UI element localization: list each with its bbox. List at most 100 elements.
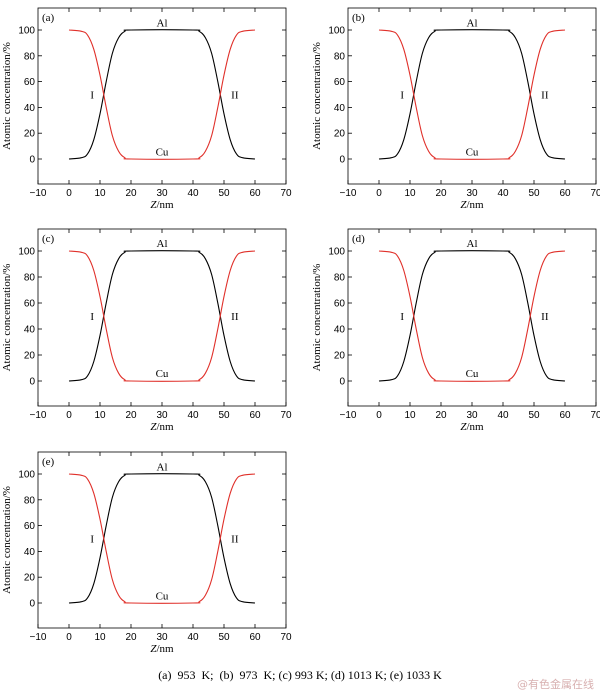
- watermark: @有色金属在线: [517, 678, 594, 691]
- x-tick-label: 40: [187, 188, 199, 199]
- x-tick-label: 70: [280, 410, 292, 421]
- y-tick-label: 0: [29, 155, 35, 166]
- x-axis-title: Z/nm: [460, 199, 484, 211]
- y-tick-label: 0: [29, 599, 35, 610]
- x-tick-label: 20: [125, 410, 137, 421]
- x-tick-label: 60: [249, 410, 261, 421]
- y-tick-label: 0: [339, 377, 345, 388]
- series-line-al: [68, 473, 256, 604]
- x-tick-label: −10: [30, 410, 47, 421]
- y-tick-label: 100: [18, 470, 35, 481]
- panel-label: (b): [352, 12, 365, 24]
- y-axis-title: Atomic concentration/%: [311, 264, 323, 372]
- chart-panel: −10 0 10 20 30 40 50 60 70 0 20 40 60 80 100 Z/nm Atomic…: [1, 7, 292, 211]
- y-tick-label: 100: [328, 26, 345, 37]
- x-tick-label: −10: [30, 632, 47, 643]
- panel-label: (e): [42, 456, 55, 468]
- y-tick-label: 40: [24, 547, 36, 558]
- x-tick-label: 30: [156, 632, 168, 643]
- x-tick-label: 20: [125, 632, 137, 643]
- y-axis-title: Atomic concentration/%: [1, 42, 13, 150]
- y-tick-label: 60: [334, 77, 346, 88]
- series-line-cu: [68, 29, 256, 160]
- y-tick-label: 80: [24, 51, 36, 62]
- x-axis-title: Z/nm: [150, 199, 174, 211]
- y-tick-label: 60: [334, 299, 346, 310]
- series-line-al: [378, 29, 566, 160]
- x-tick-label: 10: [94, 188, 106, 199]
- x-axis-title-symbol: Z: [150, 199, 157, 211]
- x-axis-title-symbol: Z: [150, 643, 157, 655]
- annotation: I: [90, 90, 94, 102]
- annotation: II: [231, 311, 239, 323]
- figure-caption: (a) 953 K; (b) 973 K; (c) 993 K; (d) 101…: [158, 668, 442, 682]
- chart-panel: −10 0 10 20 30 40 50 60 70 0 20 40 60 80 100 Z/nm Atomic…: [311, 228, 600, 433]
- x-tick-label: −10: [30, 188, 47, 199]
- y-tick-label: 40: [334, 103, 346, 114]
- annotation: Cu: [466, 368, 479, 380]
- x-tick-label: 50: [218, 410, 230, 421]
- x-axis-title: Z/nm: [460, 421, 484, 433]
- y-tick-label: 60: [24, 299, 36, 310]
- x-tick-label: 70: [280, 632, 292, 643]
- y-tick-label: 20: [334, 129, 346, 140]
- x-tick-label: 0: [376, 188, 382, 199]
- x-tick-label: 70: [590, 410, 600, 421]
- x-tick-label: −10: [340, 410, 357, 421]
- x-axis-title: Z/nm: [150, 421, 174, 433]
- annotation: II: [231, 90, 239, 102]
- y-axis-title: Atomic concentration/%: [1, 264, 13, 372]
- panel-label: (c): [42, 233, 55, 245]
- x-axis-title-symbol: Z: [460, 199, 467, 211]
- chart-panel: −10 0 10 20 30 40 50 60 70 0 20 40 60 80 100 Z/nm Atomic…: [1, 228, 292, 433]
- annotation: II: [541, 90, 549, 102]
- annotation: Cu: [466, 146, 479, 158]
- series-line-cu: [68, 473, 256, 604]
- annotation: II: [231, 534, 239, 546]
- x-tick-label: 20: [435, 188, 447, 199]
- x-tick-label: 60: [249, 632, 261, 643]
- x-tick-label: 60: [559, 410, 571, 421]
- x-tick-label: 70: [590, 188, 600, 199]
- y-tick-label: 40: [24, 325, 36, 336]
- x-axis-title-unit: /nm: [157, 643, 175, 655]
- annotation: Al: [157, 461, 168, 473]
- y-tick-label: 80: [24, 495, 36, 506]
- x-axis-title: Z/nm: [150, 643, 174, 655]
- y-axis-title: Atomic concentration/%: [1, 486, 13, 594]
- annotation: Cu: [156, 368, 169, 380]
- panel-label: (a): [42, 12, 55, 24]
- y-tick-label: 100: [18, 247, 35, 258]
- annotation: Cu: [156, 590, 169, 602]
- annotation: I: [400, 90, 404, 102]
- x-tick-label: 10: [94, 410, 106, 421]
- y-tick-label: 60: [24, 77, 36, 88]
- chart-panel: −10 0 10 20 30 40 50 60 70 0 20 40 60 80 100 Z/nm Atomic…: [1, 451, 292, 655]
- panel-label: (d): [352, 233, 365, 245]
- x-tick-label: 50: [528, 410, 540, 421]
- x-tick-label: 30: [466, 410, 478, 421]
- y-tick-label: 60: [24, 521, 36, 532]
- y-tick-label: 40: [24, 103, 36, 114]
- annotation: Al: [467, 17, 478, 29]
- x-axis-title-unit: /nm: [157, 199, 175, 211]
- x-tick-label: 0: [66, 410, 72, 421]
- y-tick-label: 80: [334, 273, 346, 284]
- x-tick-label: 50: [218, 632, 230, 643]
- annotation: Al: [157, 17, 168, 29]
- x-tick-label: 0: [66, 188, 72, 199]
- series-line-cu: [68, 250, 256, 382]
- x-tick-label: 40: [187, 410, 199, 421]
- annotation: I: [400, 311, 404, 323]
- x-tick-label: 50: [218, 188, 230, 199]
- series-line-cu: [378, 29, 566, 160]
- y-tick-label: 80: [334, 51, 346, 62]
- x-tick-label: 50: [528, 188, 540, 199]
- x-tick-label: 20: [125, 188, 137, 199]
- annotation: Cu: [156, 146, 169, 158]
- y-tick-label: 20: [334, 351, 346, 362]
- x-tick-label: 20: [435, 410, 447, 421]
- x-axis-title-unit: /nm: [467, 199, 485, 211]
- annotation: I: [90, 534, 94, 546]
